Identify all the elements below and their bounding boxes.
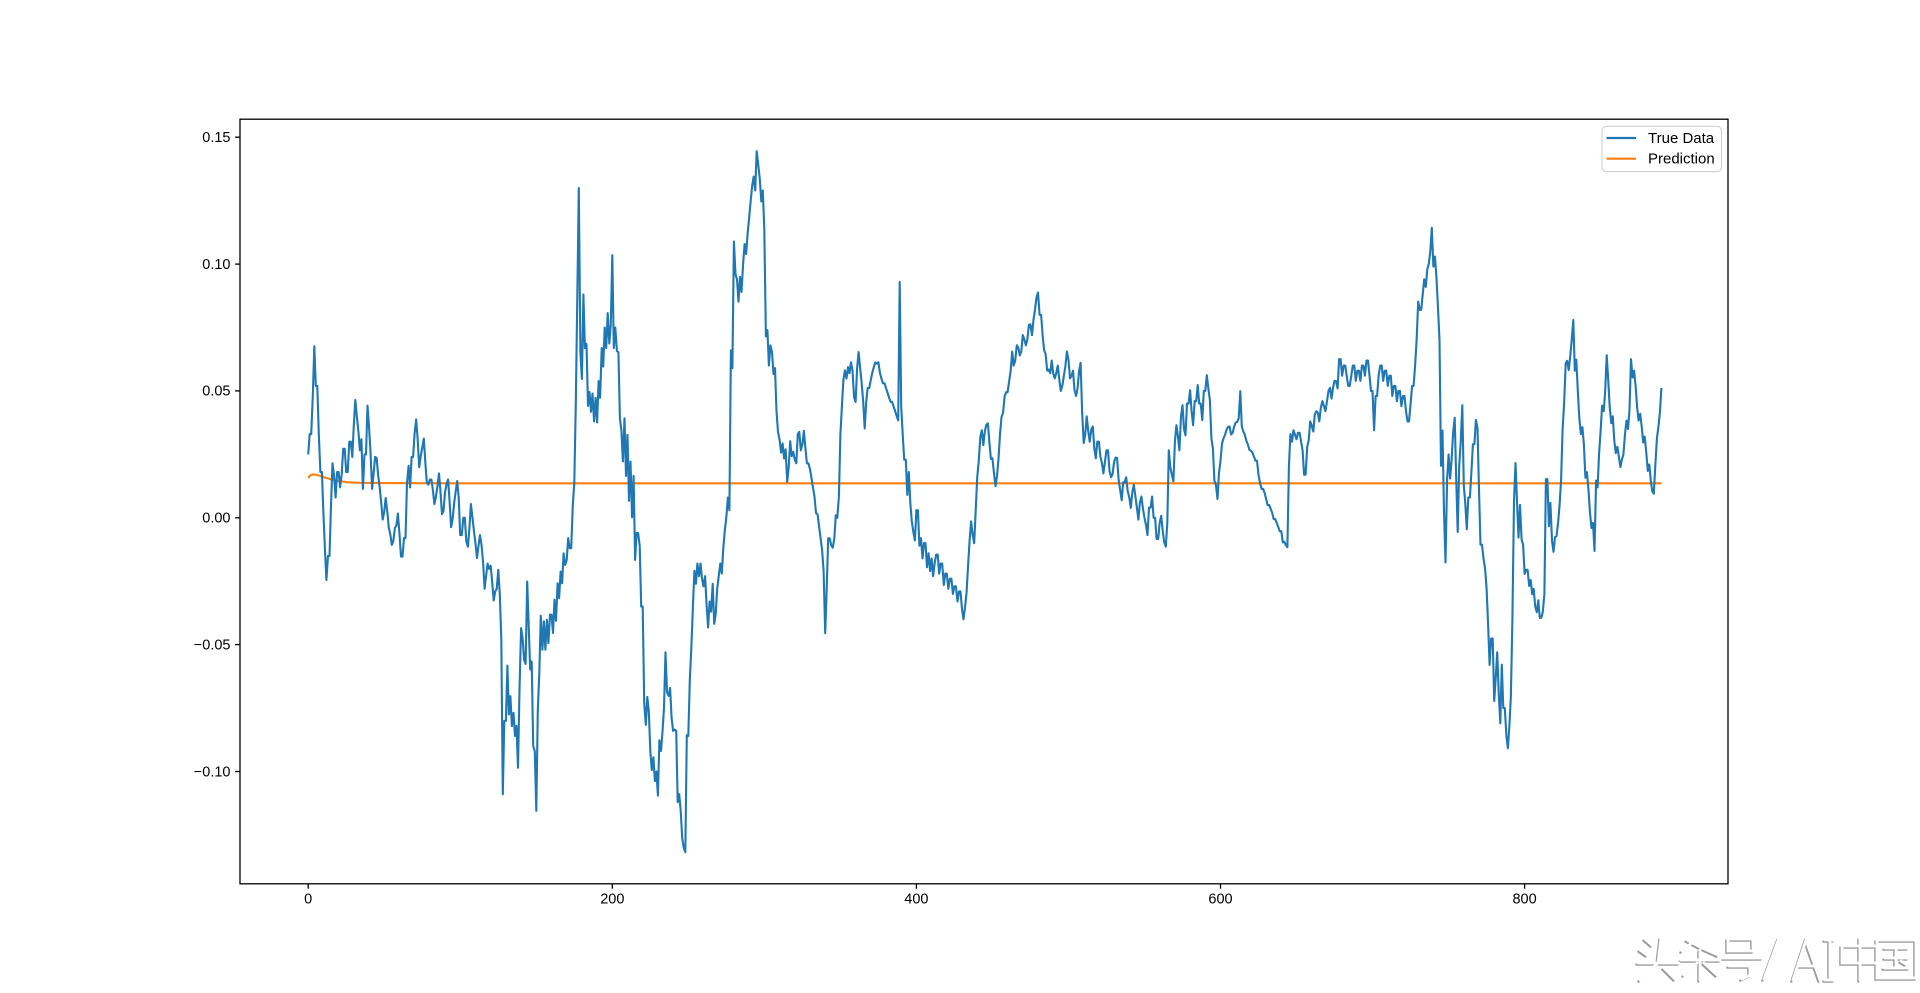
svg-text:200: 200 [600,891,624,907]
svg-text:Prediction: Prediction [1648,151,1715,168]
svg-text:−0.10: −0.10 [194,764,231,780]
svg-text:0: 0 [304,891,312,907]
svg-text:0.15: 0.15 [202,130,230,146]
svg-text:0.00: 0.00 [202,511,230,527]
svg-text:600: 600 [1208,891,1232,907]
svg-text:0.10: 0.10 [202,257,230,273]
svg-text:−0.05: −0.05 [194,637,231,653]
svg-text:800: 800 [1512,891,1536,907]
svg-text:400: 400 [904,891,928,907]
svg-text:0.05: 0.05 [202,384,230,400]
svg-text:True Data: True Data [1648,130,1715,147]
